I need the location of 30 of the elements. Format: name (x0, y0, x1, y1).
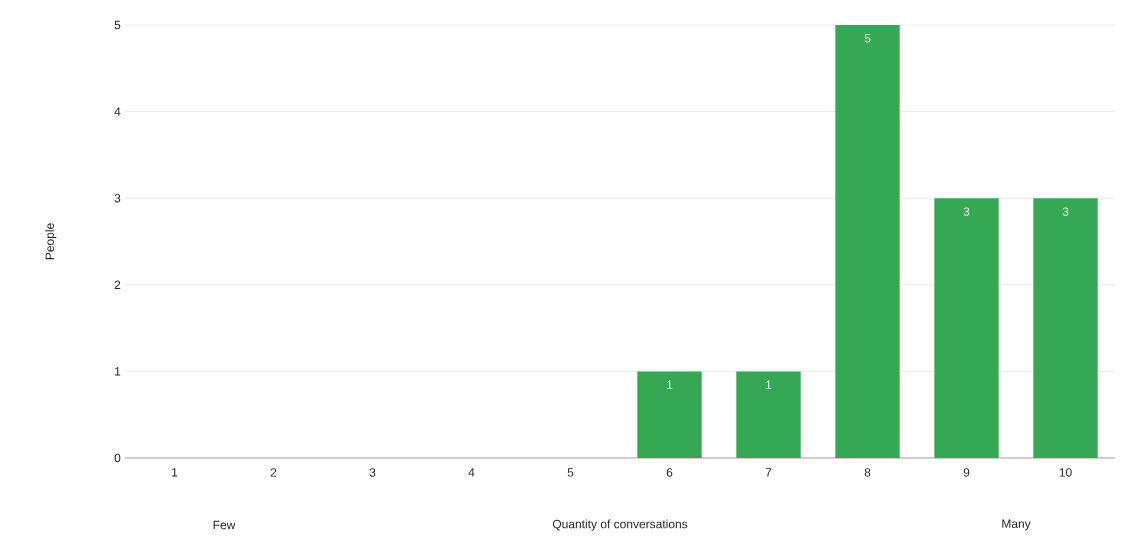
y-tick-label: 3 (114, 193, 121, 203)
bar (736, 371, 801, 458)
y-tick-label: 5 (114, 20, 121, 30)
x-tick-label: 4 (468, 468, 475, 477)
x-tick-label: 1 (172, 468, 178, 477)
x-tick-label: 5 (567, 468, 574, 477)
x-axis-title: Quantity of conversations (552, 519, 688, 531)
bar (637, 371, 702, 458)
y-tick-label: 2 (114, 280, 121, 289)
data-label: 3 (1062, 207, 1069, 216)
x-tick-label: 2 (270, 468, 277, 477)
x-tick-label: 6 (666, 468, 673, 477)
data-label: 1 (766, 380, 772, 389)
x-tick-label: 9 (963, 468, 970, 477)
x-tick-label: 7 (765, 468, 772, 477)
y-tick-label: 1 (115, 367, 121, 376)
y-tick-label: 4 (114, 107, 121, 116)
y-axis-title: People (45, 223, 57, 260)
y-tick-label: 0 (114, 453, 121, 463)
x-tick-label: 3 (369, 468, 376, 477)
text: Many (1002, 519, 1031, 531)
bar (835, 24, 900, 458)
x-tick-label: 8 (864, 468, 871, 477)
data-label: 5 (864, 34, 871, 43)
text: Few (213, 520, 236, 530)
x-tick-label: 10 (1059, 468, 1072, 477)
bar (934, 198, 999, 458)
bar (1033, 198, 1098, 458)
data-label: 3 (963, 207, 970, 216)
data-label: 1 (667, 380, 673, 389)
